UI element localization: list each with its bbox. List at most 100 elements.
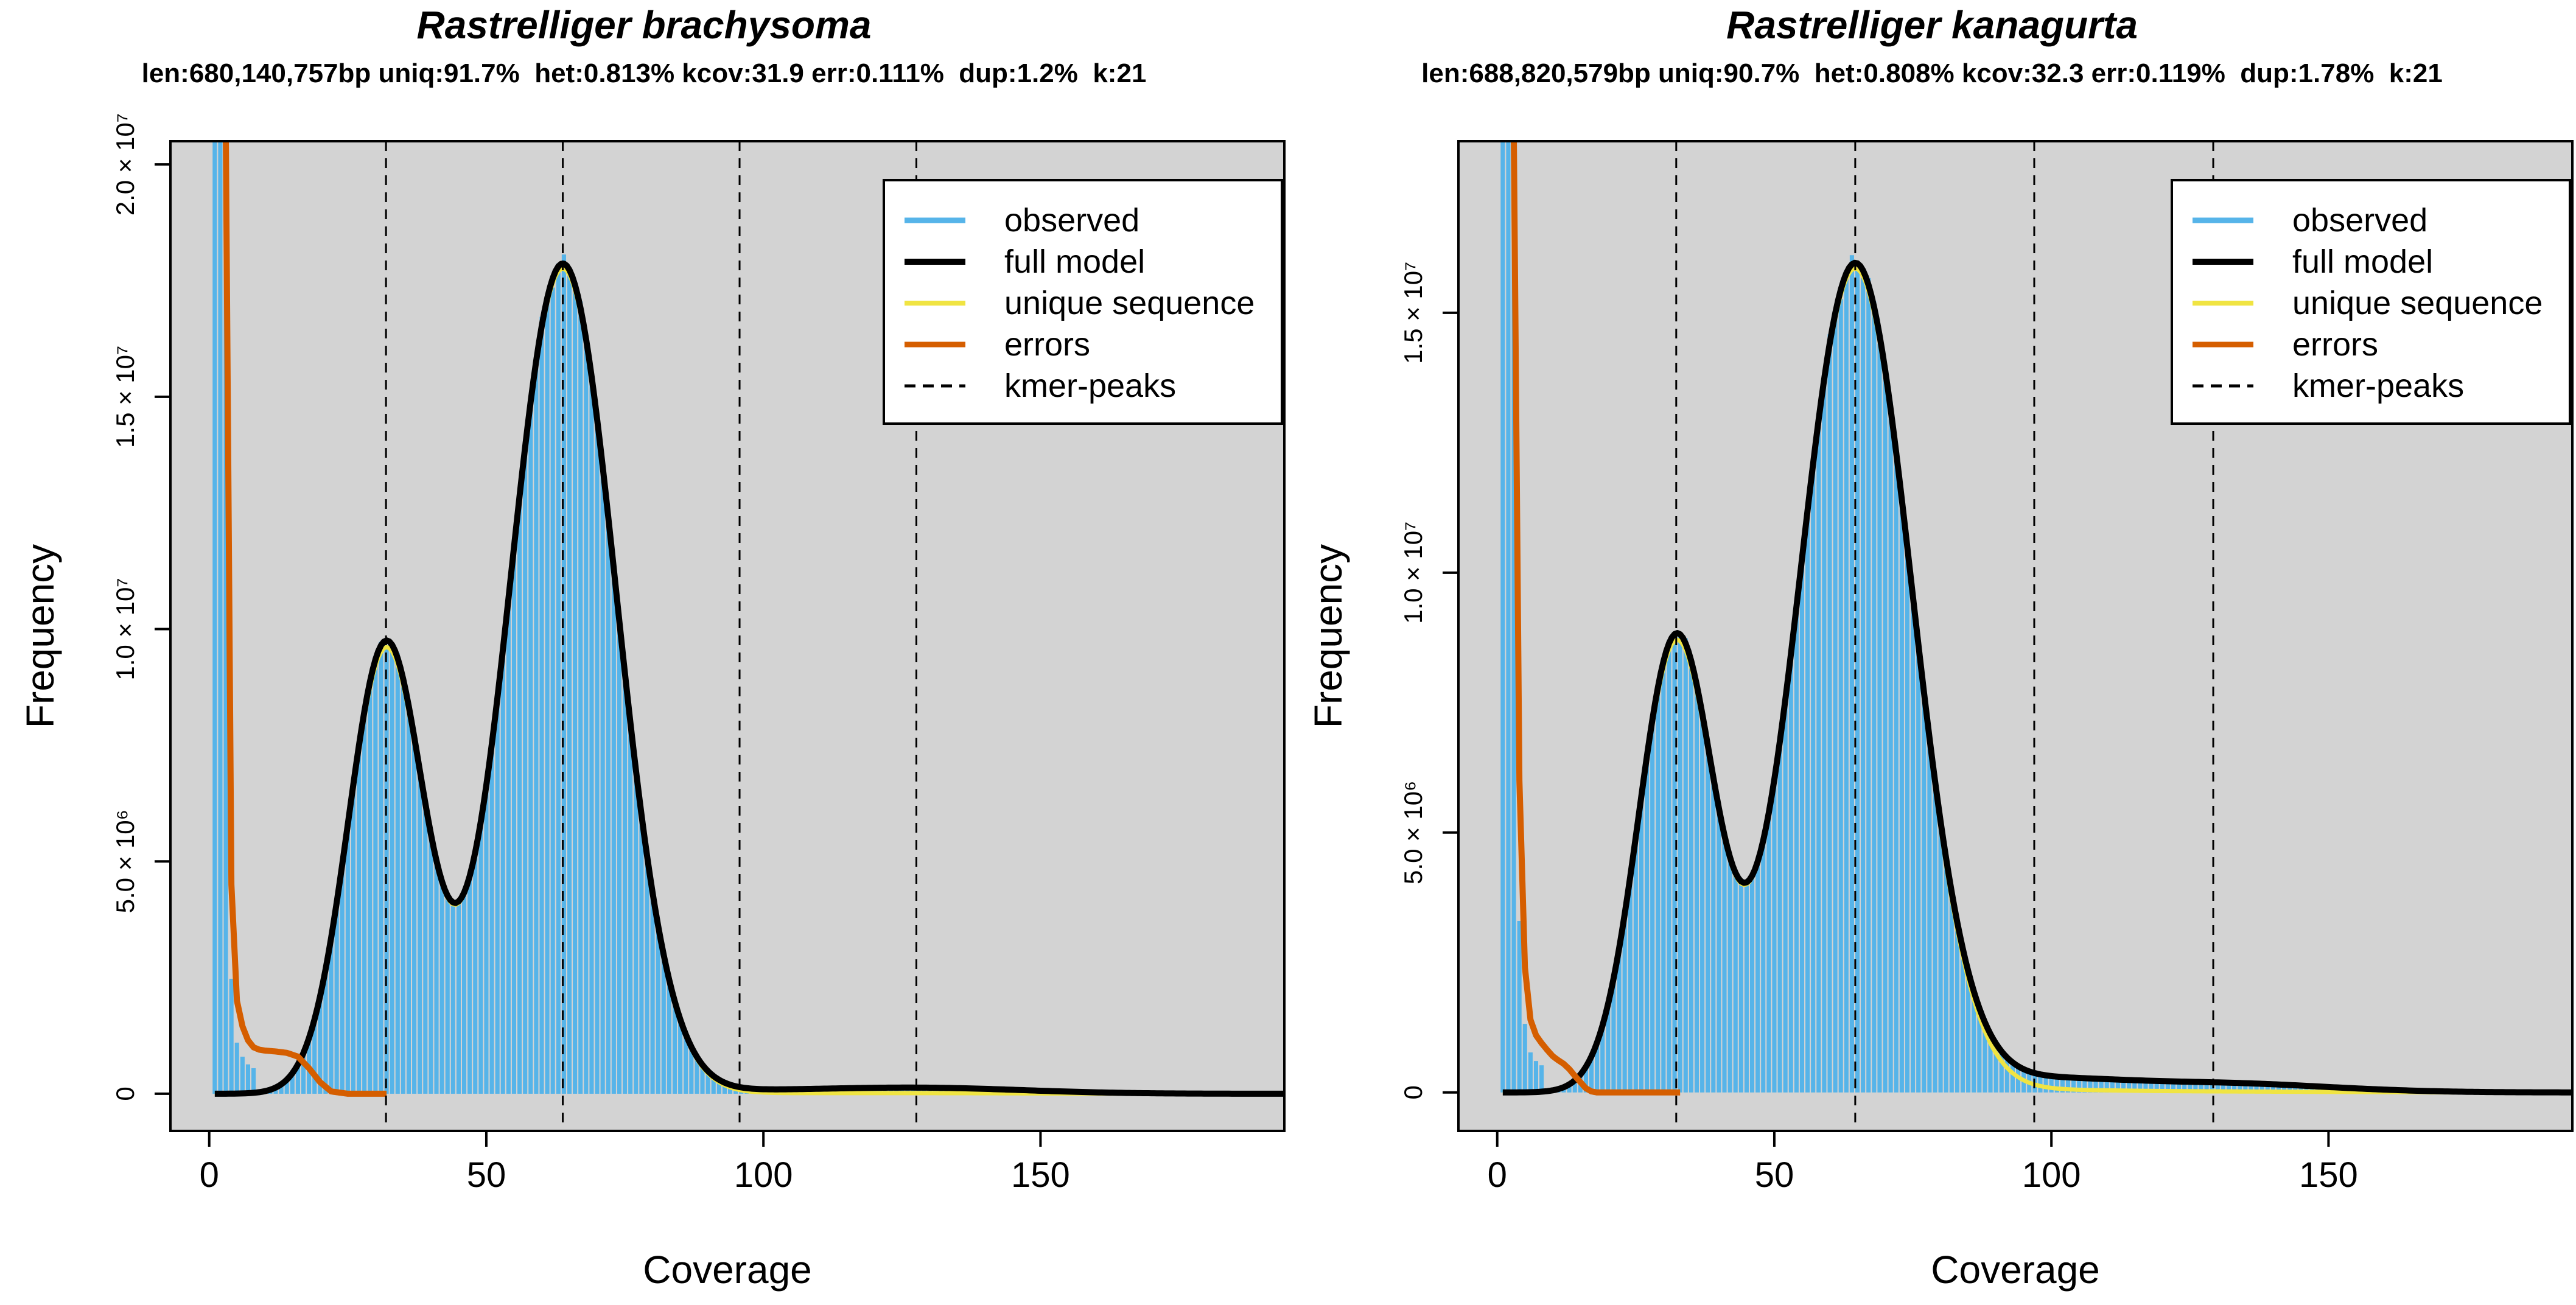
observed-bar xyxy=(2210,1082,2214,1093)
x-tick-label: 150 xyxy=(2299,1155,2358,1195)
observed-bar xyxy=(1517,920,1522,1093)
observed-bar xyxy=(1944,859,1948,1093)
observed-bar xyxy=(401,678,405,1094)
observed-bar xyxy=(240,1057,245,1094)
observed-bar xyxy=(1933,778,1937,1093)
observed-bar xyxy=(2132,1080,2137,1093)
observed-bar xyxy=(2082,1078,2087,1093)
observed-bar xyxy=(2221,1082,2225,1093)
observed-bar xyxy=(2188,1082,2193,1093)
x-tick-label: 100 xyxy=(2022,1155,2081,1195)
plot-frame xyxy=(1457,140,2574,1132)
observed-bar xyxy=(318,996,323,1094)
observed-bar xyxy=(423,804,428,1094)
observed-bar xyxy=(722,1082,727,1094)
x-tick-label: 0 xyxy=(200,1155,219,1195)
observed-bar xyxy=(2077,1077,2082,1093)
model-curves xyxy=(1502,141,2572,1096)
observed-bar xyxy=(434,859,439,1094)
observed-bar xyxy=(1727,855,1732,1093)
observed-bar xyxy=(1689,660,1693,1093)
observed-bar xyxy=(489,747,494,1094)
observed-bar xyxy=(1927,735,1932,1093)
observed-bar xyxy=(1938,824,1943,1093)
observed-bar xyxy=(1788,649,1793,1093)
observed-bar xyxy=(1645,752,1650,1093)
observed-bar xyxy=(1694,690,1699,1093)
observed-bar xyxy=(2204,1082,2209,1093)
observed-bar xyxy=(578,301,583,1094)
observed-bar xyxy=(1805,505,1810,1093)
observed-bar xyxy=(2182,1082,2187,1093)
observed-bar xyxy=(329,938,334,1094)
observed-bar xyxy=(412,736,417,1094)
chart-panel-left: Rastrelliger brachysoma len:680,140,757b… xyxy=(18,3,1286,1292)
observed-bar xyxy=(301,1053,306,1094)
observed-bar xyxy=(656,926,660,1094)
legend-full-model-label: full model xyxy=(1004,243,1145,280)
chart-subtitle: len:680,140,757bp uniq:91.7% het:0.813% … xyxy=(141,58,1147,88)
observed-bar xyxy=(1966,971,1971,1093)
observed-bar xyxy=(1600,1024,1605,1093)
chart-plot-left: 0 50 100 150 0 5.0 × 10⁶ 1.0 × 10⁷ 1.5 × 10⁷ 2.0… xyxy=(18,113,1286,1292)
observed-bar xyxy=(1922,696,1927,1093)
legend-observed-label: observed xyxy=(1004,202,1139,239)
observed-bar xyxy=(384,645,389,1094)
observed-bar xyxy=(1744,880,1749,1093)
chart-panel-right: Rastrelliger kanagurta len:688,820,579bp… xyxy=(1288,0,2576,1305)
observed-bars xyxy=(212,141,1281,1094)
observed-bar xyxy=(1622,912,1627,1093)
observed-bar xyxy=(534,363,539,1094)
observed-bar xyxy=(234,1042,239,1094)
observed-bar xyxy=(2171,1081,2176,1093)
observed-bar xyxy=(1855,268,1860,1093)
x-tick-label: 50 xyxy=(1755,1155,1794,1195)
observed-bar xyxy=(1611,979,1616,1093)
observed-bar xyxy=(478,818,483,1094)
observed-bar xyxy=(2065,1077,2071,1093)
observed-bar xyxy=(1955,921,1959,1093)
observed-bar xyxy=(1700,713,1705,1093)
observed-bar xyxy=(351,783,355,1094)
observed-bar xyxy=(2282,1085,2287,1093)
errors-line xyxy=(1511,141,1682,1096)
observed-bar xyxy=(1533,1061,1539,1093)
errors-line xyxy=(223,141,388,1097)
observed-bar xyxy=(916,1087,921,1094)
observed-bar xyxy=(1761,841,1766,1093)
observed-bar xyxy=(561,254,566,1094)
x-tick-label: 50 xyxy=(467,1155,506,1195)
y-tick-label: 1.5 × 10⁷ xyxy=(111,346,139,448)
observed-bar xyxy=(2127,1080,2132,1093)
observed-bar xyxy=(567,275,572,1094)
observed-bar xyxy=(334,900,339,1094)
observed-bar xyxy=(1833,313,1838,1093)
observed-bar xyxy=(1567,1084,1572,1093)
observed-bar xyxy=(445,897,450,1094)
observed-bar xyxy=(550,287,555,1094)
observed-bar xyxy=(2004,1057,2009,1093)
observed-bar xyxy=(279,1084,284,1094)
observed-bar xyxy=(1827,334,1832,1093)
observed-bar xyxy=(2099,1079,2104,1093)
x-axis-label: Coverage xyxy=(1931,1248,2100,1292)
observed-bar xyxy=(617,620,622,1094)
y-tick-label: 1.0 × 10⁷ xyxy=(1399,522,1427,624)
observed-bar xyxy=(1861,278,1866,1093)
y-axis-label: Frequency xyxy=(1306,544,1350,728)
legend-errors-label: errors xyxy=(1004,326,1090,363)
observed-bar xyxy=(2270,1084,2275,1093)
legend-kmer-peaks-label: kmer-peaks xyxy=(1004,368,1176,404)
observed-bar xyxy=(1661,657,1666,1093)
observed-bar xyxy=(2165,1081,2170,1093)
observed-bar xyxy=(689,1047,694,1094)
observed-bar xyxy=(1706,741,1710,1093)
observed-bar xyxy=(1678,636,1682,1093)
legend: observed full model unique sequence errors k… xyxy=(883,179,1283,425)
x-axis-label: Coverage xyxy=(643,1248,812,1292)
observed-bar xyxy=(1911,590,1916,1093)
observed-bar xyxy=(1988,1034,1993,1093)
observed-bar xyxy=(1717,811,1721,1093)
observed-bar xyxy=(911,1087,915,1094)
observed-bar xyxy=(1849,255,1854,1093)
